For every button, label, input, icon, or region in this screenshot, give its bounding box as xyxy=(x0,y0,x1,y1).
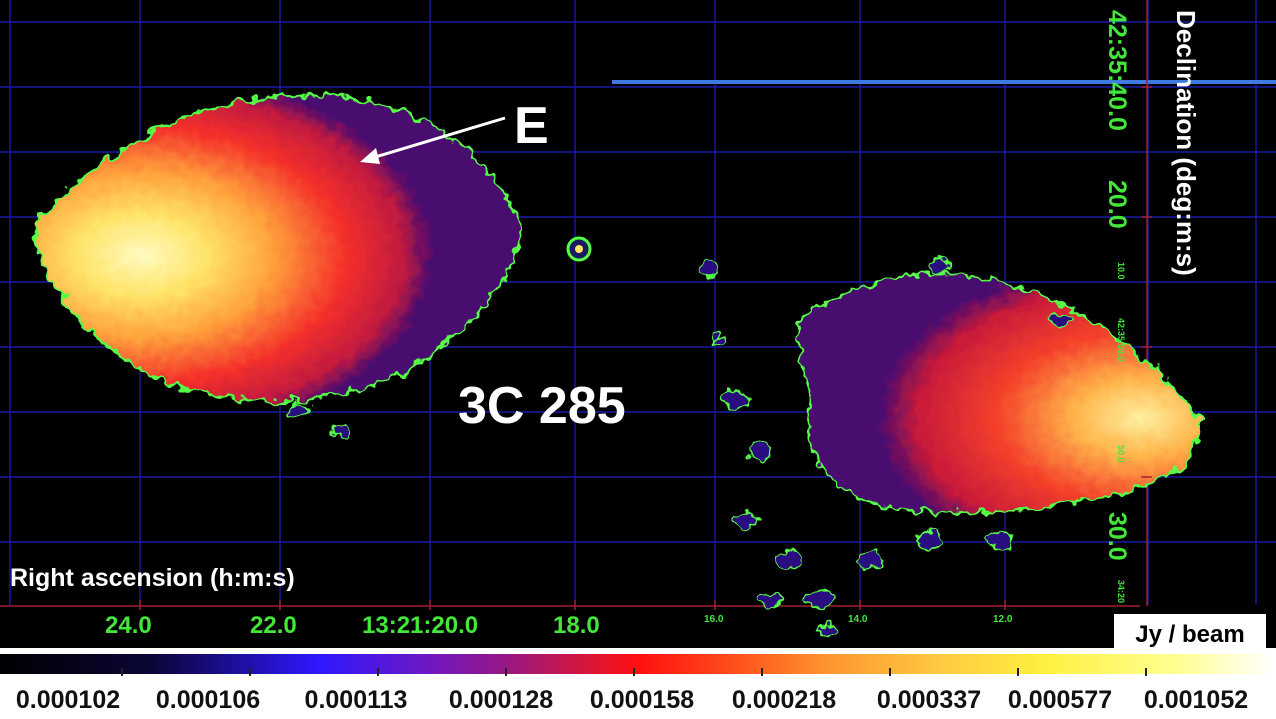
colorbar-tick-label: 0.000158 xyxy=(589,686,695,714)
ra-tick-label-small: 12.0 xyxy=(993,614,1013,625)
ra-tick-label-small: 16.0 xyxy=(704,614,724,625)
dec-tick-label-small: 34:20 xyxy=(1116,580,1126,604)
ra-tick-label: 22.0 xyxy=(250,612,297,639)
colorbar-tick xyxy=(889,668,891,676)
colorbar-gradient xyxy=(0,654,1276,674)
colorbar: 0.000102 0.000106 0.000113 0.000128 0.00… xyxy=(0,648,1276,719)
ra-tick-label: 18.0 xyxy=(553,612,600,639)
axis-ticks xyxy=(139,86,1152,610)
coordinate-grid xyxy=(0,0,1276,605)
faint-emission-clumps xyxy=(289,257,1071,638)
ra-tick-label-small: 14.0 xyxy=(848,614,868,625)
dec-tick-label: 30.0 xyxy=(1103,512,1131,561)
colorbar-tick xyxy=(633,668,635,676)
ra-tick-label: 13:21:20.0 xyxy=(362,612,479,639)
dec-tick-label-small: 50.0 xyxy=(1116,445,1126,463)
dec-tick-label: 20.0 xyxy=(1103,180,1131,229)
dec-tick-label-small: 10.0 xyxy=(1116,262,1126,280)
feature-arrow xyxy=(360,116,506,164)
colorbar-tick xyxy=(121,668,123,676)
dec-tick-label: 42:35:40.0 xyxy=(1103,10,1131,131)
colorbar-tick-label: 0.000113 xyxy=(304,686,408,714)
colorbar-tick-label: 0.000102 xyxy=(15,686,121,714)
colorbar-tick xyxy=(761,668,763,676)
feature-label-e: E xyxy=(514,97,549,155)
west-lobe xyxy=(797,272,1202,515)
dec-axis-title: Declination (deg:m:s) xyxy=(1171,10,1201,276)
colorbar-units: Jy / beam xyxy=(1114,614,1266,654)
colorbar-tick xyxy=(249,668,251,676)
object-label: 3C 285 xyxy=(458,377,626,435)
colorbar-tick-label: 0.000218 xyxy=(731,686,837,714)
dec-tick-label-small: 42:35:00.0 xyxy=(1116,318,1126,362)
colorbar-tick-label: 0.000577 xyxy=(1007,686,1113,714)
ra-axis-title: Right ascension (h:m:s) xyxy=(10,564,295,592)
colorbar-tick-label: 0.001052 xyxy=(1143,686,1249,714)
colorbar-tick xyxy=(1017,668,1019,676)
colorbar-tick-label: 0.000106 xyxy=(155,686,261,714)
colorbar-tick xyxy=(1145,668,1147,676)
radio-map xyxy=(0,0,1276,638)
east-lobe xyxy=(33,95,522,403)
colorbar-tick xyxy=(505,668,507,676)
colorbar-tick-label: 0.000337 xyxy=(876,686,982,714)
ra-tick-label: 24.0 xyxy=(105,612,152,639)
radio-core xyxy=(566,236,592,262)
colorbar-tick xyxy=(377,668,379,676)
colorbar-tick-label: 0.000128 xyxy=(448,686,554,714)
